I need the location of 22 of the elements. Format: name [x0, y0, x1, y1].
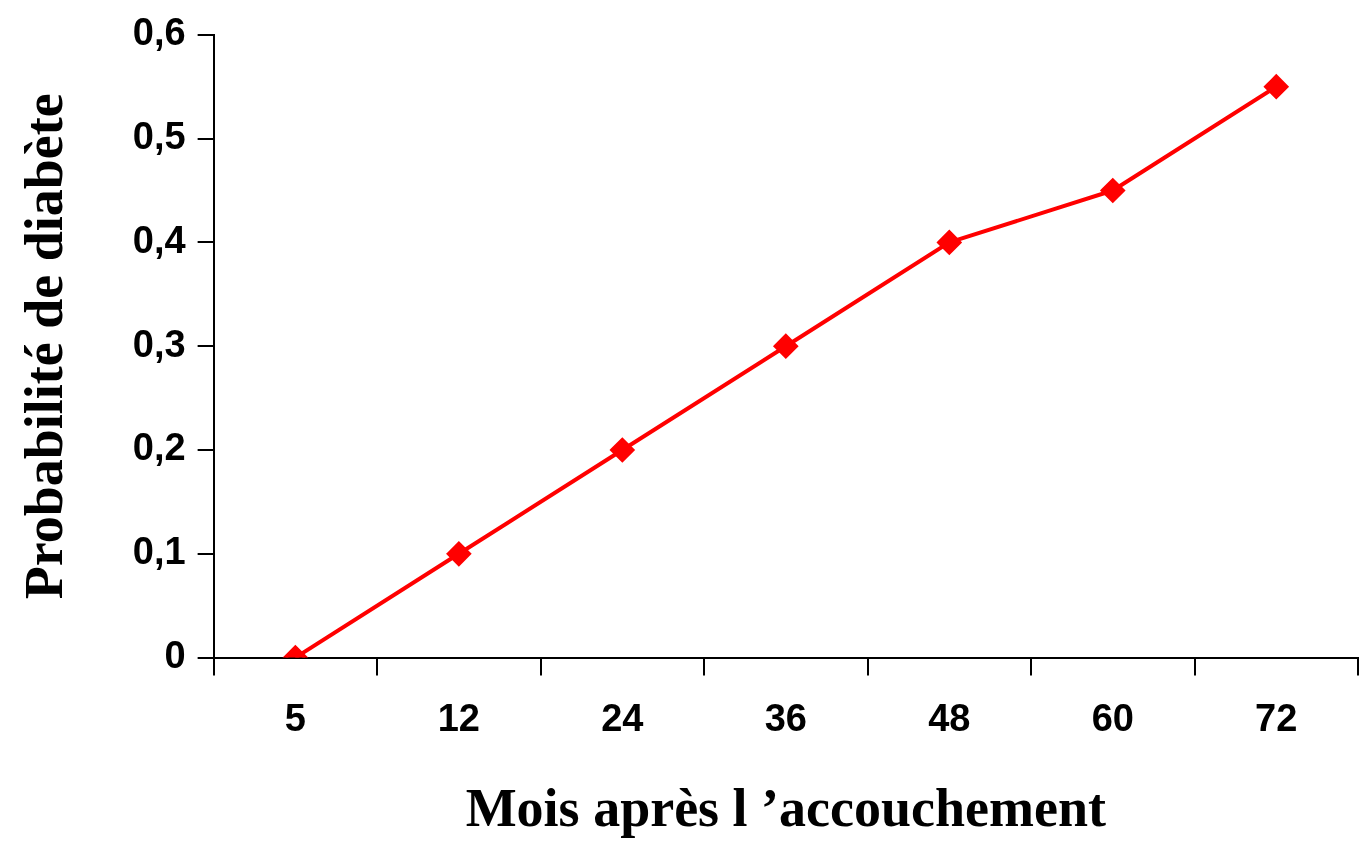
point [610, 438, 635, 462]
y-tick-label: 0,6 [132, 11, 186, 54]
point [1264, 74, 1289, 99]
x-tick-label: 60 [1091, 696, 1134, 739]
x-tick-label: 24 [601, 696, 644, 739]
x-tick-label: 5 [284, 696, 306, 739]
y-tick-label: 0,2 [132, 426, 186, 469]
x-tick-label: 12 [437, 696, 480, 739]
y-tick-label: 0 [164, 634, 186, 677]
y-axis-title: Probabilité de diabète [14, 93, 75, 600]
point [937, 230, 962, 255]
y-tick-label: 0,3 [132, 322, 186, 365]
y-tick-label: 0,1 [132, 530, 186, 573]
x-axis-title: Mois après l ’accouchement [465, 777, 1106, 838]
x-tick-label: 36 [764, 696, 807, 739]
y-tick-label: 0,5 [132, 115, 186, 158]
x-tick-label: 48 [928, 696, 971, 739]
point [1100, 178, 1125, 203]
point [773, 334, 798, 359]
point [446, 541, 471, 566]
y-tick-label: 0,4 [132, 218, 186, 261]
x-tick-label: 72 [1255, 696, 1298, 739]
